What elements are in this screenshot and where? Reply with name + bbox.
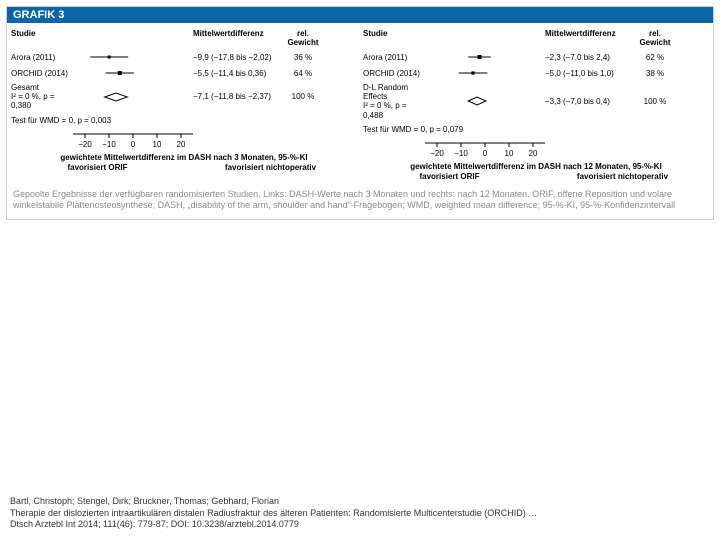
study-row: Arora (2011) −9,9 (−17,8 bis −2,02)36 % <box>11 51 357 63</box>
pooled-wt: 100 % <box>283 92 323 101</box>
study-row: Arora (2011) −2,3 (−7,0 bis 2,4)62 % <box>363 51 709 63</box>
figure-title-bar: GRAFIK 3 <box>7 7 713 23</box>
test-row: Test für WMD = 0, p = 0,079 <box>363 124 709 136</box>
md-value: −5,0 (−11,0 bis 1,0) <box>545 69 635 78</box>
axis-row: −20 −10 0 10 20 <box>11 133 357 151</box>
md-value: −2,3 (−7,0 bis 2,4) <box>545 53 635 62</box>
axis-tick-label: 10 <box>505 149 514 158</box>
column-headers: Studie Mittelwertdifferenzrel.Gewicht <box>363 29 709 47</box>
pooled-md: −3,3 (−7,0 bis 0,4) <box>545 97 635 106</box>
pooled-labels: GesamtI² = 0 %, p = 0,380 <box>11 83 73 111</box>
study-label: Arora (2011) <box>11 53 73 62</box>
hdr-study: Studie <box>11 29 73 47</box>
forest-plot-2: Studie Mittelwertdifferenzrel.Gewicht Aror… <box>363 29 709 181</box>
plot-subtitle: gewichtete Mittelwertdifferenz im DASH n… <box>11 153 357 162</box>
pooled-row: D-L Random EffectsI² = 0 %, p = 0,488 −3,… <box>363 83 709 120</box>
axis-tick-label: 0 <box>131 140 136 149</box>
pooled-diamond-svg <box>425 95 545 107</box>
pooled-diamond-svg <box>73 91 193 103</box>
weight-value: 62 % <box>635 53 675 62</box>
citation-authors: Bartl, Christoph; Stengel, Dirk; Bruckne… <box>10 496 710 507</box>
fav-left: favorisiert ORIF <box>11 163 184 172</box>
fav-left: favorisiert ORIF <box>363 172 536 181</box>
fav-right: favorisiert nichtoperativ <box>184 163 357 172</box>
test-label: Test für WMD = 0, p = 0,003 <box>11 116 111 125</box>
hdr-md: Mittelwertdifferenz <box>193 29 283 47</box>
favorisation-row: favorisiert ORIFfavorisiert nichtoperati… <box>11 163 357 172</box>
figure-frame: GRAFIK 3 StudieMittelwertdifferenzrel.Ge… <box>6 6 714 220</box>
pooled-wt: 100 % <box>635 97 675 106</box>
md-value: −9,9 (−17,8 bis −2,02) <box>193 53 283 62</box>
plot-subtitle: gewichtete Mittelwertdifferenz im DASH n… <box>363 162 709 171</box>
axis-tick-label: 10 <box>153 140 162 149</box>
ci-marker-svg <box>73 67 193 79</box>
test-row: Test für WMD = 0, p = 0,003 <box>11 115 357 127</box>
hdr-wt: rel.Gewicht <box>635 29 675 47</box>
axis-svg: −20 −10 0 10 20 <box>73 133 193 151</box>
axis-row: −20 −10 0 10 20 <box>363 142 709 160</box>
axis-tick-label: −20 <box>430 149 444 158</box>
pooled-row: GesamtI² = 0 %, p = 0,380 −7,1 (−11,8 bis… <box>11 83 357 111</box>
favorisation-row: favorisiert ORIFfavorisiert nichtoperati… <box>363 172 709 181</box>
test-label: Test für WMD = 0, p = 0,079 <box>363 125 463 134</box>
hdr-study: Studie <box>363 29 425 47</box>
study-row: ORCHID (2014) −5,5 (−11,4 bis 0,36)64 % <box>11 67 357 79</box>
hdr-md: Mittelwertdifferenz <box>545 29 635 47</box>
ci-marker-svg <box>73 51 193 63</box>
axis-tick-label: 20 <box>529 149 538 158</box>
figure-title: GRAFIK 3 <box>13 9 64 21</box>
axis-tick-label: −20 <box>78 140 92 149</box>
pooled-labels: D-L Random EffectsI² = 0 %, p = 0,488 <box>363 83 425 120</box>
weight-value: 38 % <box>635 69 675 78</box>
axis-tick-label: 0 <box>483 149 488 158</box>
study-label: ORCHID (2014) <box>363 69 425 78</box>
study-row: ORCHID (2014) −5,0 (−11,0 bis 1,0)38 % <box>363 67 709 79</box>
citation-title: Therapie der dislozierten intraartikulär… <box>10 508 710 519</box>
md-value: −5,5 (−11,4 bis 0,36) <box>193 69 283 78</box>
citation-ref: Dtsch Arztebl Int 2014; 111(46): 779-87;… <box>10 519 710 530</box>
pooled-md: −7,1 (−11,8 bis −2,37) <box>193 92 283 101</box>
axis-tick-label: −10 <box>102 140 116 149</box>
forest-plot-1: Studie Mittelwertdifferenzrel.Gewicht Aror… <box>11 29 357 181</box>
weight-value: 36 % <box>283 53 323 62</box>
ci-marker-svg <box>425 67 545 79</box>
figure-caption: Gepoolte Ergebnisse der verfügbaren rand… <box>7 185 713 220</box>
axis-svg: −20 −10 0 10 20 <box>425 142 545 160</box>
citation-block: Bartl, Christoph; Stengel, Dirk; Bruckne… <box>10 496 710 530</box>
ci-marker-svg <box>425 51 545 63</box>
hdr-wt: rel.Gewicht <box>283 29 323 47</box>
fav-right: favorisiert nichtoperativ <box>536 172 709 181</box>
column-headers: Studie Mittelwertdifferenzrel.Gewicht <box>11 29 357 47</box>
study-label: ORCHID (2014) <box>11 69 73 78</box>
axis-tick-label: 20 <box>177 140 186 149</box>
forest-plots-container: StudieMittelwertdifferenzrel.GewichtAror… <box>7 23 713 185</box>
study-label: Arora (2011) <box>363 53 425 62</box>
weight-value: 64 % <box>283 69 323 78</box>
axis-tick-label: −10 <box>454 149 468 158</box>
